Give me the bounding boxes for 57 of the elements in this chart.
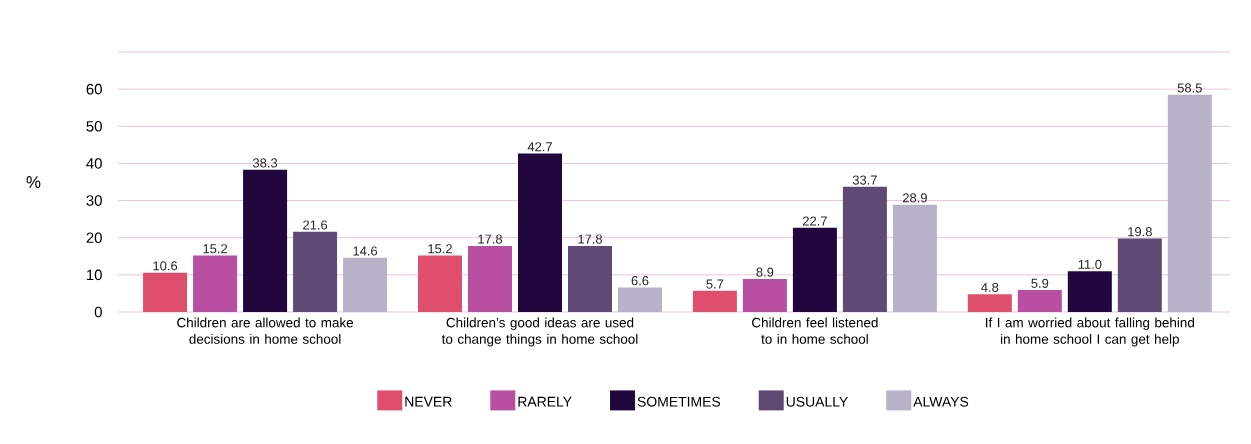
x-tick-label: If I am worried about falling behind in home school I can get help xyxy=(986,317,1194,347)
data-label: 14.6 xyxy=(353,246,378,256)
y-tick-label: 0 xyxy=(94,306,102,318)
bar xyxy=(892,204,937,312)
bar xyxy=(467,245,512,312)
legend-label: SOMETIMES xyxy=(637,396,721,407)
bar xyxy=(293,231,338,312)
bar xyxy=(792,227,837,312)
data-label: 17.8 xyxy=(578,234,603,244)
bar xyxy=(692,290,737,312)
y-tick-label: 10 xyxy=(87,269,102,281)
data-label: 58.5 xyxy=(1177,83,1202,93)
data-label: 11.0 xyxy=(1078,259,1102,269)
bar xyxy=(1067,271,1112,312)
x-tick-label: Children feel listened to in home school xyxy=(752,317,878,344)
bar xyxy=(567,245,612,312)
bar xyxy=(417,255,462,312)
bar xyxy=(193,255,238,312)
data-label: 5.9 xyxy=(1031,278,1049,288)
data-label: 15.2 xyxy=(203,244,228,254)
data-label: 4.8 xyxy=(981,282,999,292)
data-label: 38.3 xyxy=(252,158,278,168)
bar xyxy=(1017,290,1062,312)
y-axis-title: % xyxy=(26,176,41,188)
y-tick-label: 60 xyxy=(86,83,102,95)
bar xyxy=(742,278,787,312)
data-label: 5.7 xyxy=(706,279,724,289)
y-tick-label: 30 xyxy=(86,195,102,206)
data-label: 8.9 xyxy=(756,267,774,277)
data-label: 17.8 xyxy=(478,234,503,244)
data-label: 21.6 xyxy=(303,220,328,230)
data-label: 15.2 xyxy=(428,244,452,254)
data-label: 22.7 xyxy=(802,216,827,226)
data-label: 42.7 xyxy=(527,142,552,152)
bar xyxy=(517,153,562,312)
legend-label: RARELY xyxy=(518,396,572,407)
y-tick-label: 40 xyxy=(86,158,102,169)
x-tick-label: Children’s good ideas are used to change things in home school xyxy=(441,317,638,347)
bar xyxy=(243,169,288,312)
data-label: 33.7 xyxy=(852,175,877,185)
bar xyxy=(1117,238,1162,312)
bar xyxy=(143,272,188,312)
legend-label: USUALLY xyxy=(786,396,848,407)
bar xyxy=(617,287,662,312)
x-tick-label: Children are allowed to make decisions in home school xyxy=(177,317,354,344)
bar xyxy=(1167,94,1212,312)
y-tick-label: 50 xyxy=(86,120,102,132)
bar xyxy=(842,186,887,312)
bar xyxy=(343,257,388,312)
data-label: 28.9 xyxy=(902,193,927,203)
legend-label: NEVER xyxy=(405,396,452,407)
legend-label: ALWAYS xyxy=(913,396,969,407)
data-label: 6.6 xyxy=(631,276,649,286)
y-tick-label: 20 xyxy=(86,232,102,243)
data-label: 19.8 xyxy=(1128,227,1152,237)
bar xyxy=(967,294,1012,312)
data-label: 10.6 xyxy=(153,261,178,271)
